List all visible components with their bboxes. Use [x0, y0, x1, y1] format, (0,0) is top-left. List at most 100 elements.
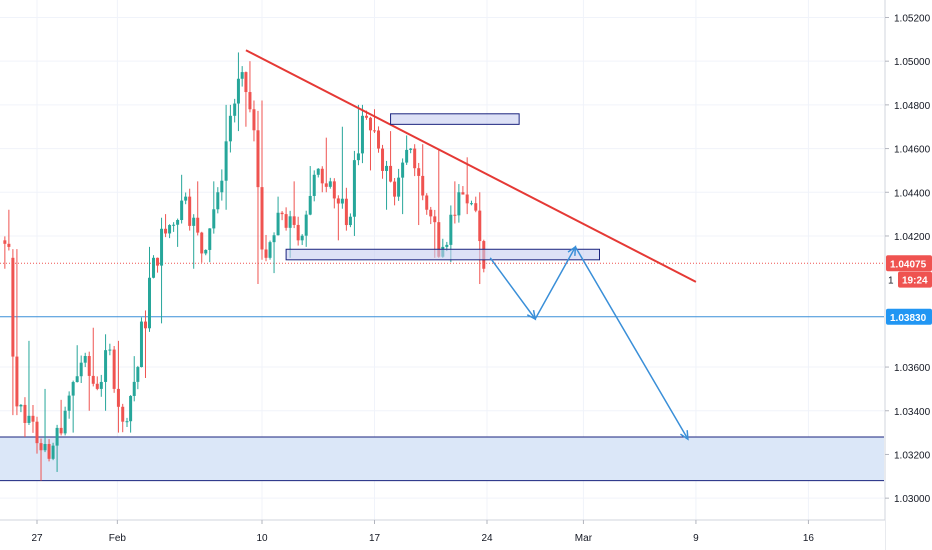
candle-body [393, 181, 397, 197]
candle-body [244, 72, 248, 93]
candle-body [300, 235, 304, 241]
candle-body [160, 228, 164, 266]
candle-body [204, 249, 208, 254]
candle-body [176, 220, 180, 225]
candle-body [312, 174, 316, 196]
candle-body [453, 214, 457, 216]
countdown-label: 19:24 [902, 276, 928, 287]
annotation-zones [0, 262, 884, 482]
candle-body [19, 404, 23, 407]
candle-body [445, 244, 449, 247]
candle-body [292, 216, 296, 225]
price-tick-label: 1.05200 [894, 13, 931, 24]
candle-body [143, 321, 147, 329]
candle-body [31, 415, 35, 422]
candle-body [417, 168, 421, 176]
candle-body [136, 367, 140, 382]
candle-body [156, 257, 160, 266]
candle-body [35, 421, 39, 444]
price-label-bg [886, 255, 932, 272]
time-tick-label: Feb [109, 533, 127, 544]
time-tick-label: 17 [369, 533, 381, 544]
candle-body [233, 103, 237, 116]
candle-body [43, 444, 47, 451]
time-tick-label: 16 [803, 533, 815, 544]
candle-body [91, 375, 95, 384]
candle-body [352, 160, 356, 217]
candle-body [433, 216, 437, 223]
candle-body [413, 148, 417, 169]
candle-body [184, 196, 188, 201]
candle-body [164, 228, 168, 234]
candle-body [87, 356, 91, 376]
candle-body [405, 149, 409, 163]
support-zone [0, 436, 884, 481]
candle-body [248, 92, 252, 110]
candle-body [401, 162, 405, 178]
candle-body [449, 214, 453, 245]
candle-body [332, 181, 336, 199]
candle-body [264, 249, 268, 258]
candle-body [373, 130, 376, 132]
candle-body [389, 165, 393, 182]
candle-body [397, 177, 401, 197]
candle-body [228, 115, 232, 142]
candle-body [328, 181, 332, 187]
price-tick-label: 1.04200 [894, 232, 931, 243]
candle-body [39, 443, 43, 451]
candle-body [381, 148, 385, 171]
candle-body [296, 224, 300, 241]
candle-body [348, 216, 352, 226]
candle-body [224, 141, 228, 181]
time-tick-label: 9 [693, 533, 699, 544]
candle-body [272, 235, 276, 243]
candle-body [139, 321, 143, 368]
candle-body [276, 212, 280, 236]
candle-body [11, 257, 15, 357]
time-axis[interactable]: 27 Feb 10 17 24 Mar 9 16 [0, 519, 885, 550]
candle-body [364, 115, 368, 118]
candle-body [104, 350, 108, 382]
candle-body [284, 214, 288, 228]
candle-body [63, 410, 67, 434]
candle-body [252, 109, 256, 131]
candle-body [208, 228, 212, 250]
projection-arrow-3 [680, 430, 689, 441]
countdown-label-bg [898, 271, 932, 288]
time-axis-bg [0, 520, 885, 550]
time-tick-label: 10 [256, 533, 268, 544]
candle-body [220, 180, 224, 193]
candle-body [280, 212, 284, 215]
price-tick-label: 1.03200 [894, 450, 931, 461]
projection-arrow-1 [526, 310, 537, 321]
candle-body [236, 78, 240, 104]
candle-body [99, 381, 103, 389]
candle-body [360, 115, 364, 154]
candle-body [47, 444, 51, 459]
candle-body [260, 187, 264, 250]
candle-body [320, 168, 324, 184]
candle-body [152, 257, 156, 278]
candle-body [421, 175, 425, 196]
candle-body [7, 243, 11, 247]
candle-body [437, 222, 441, 257]
candle-body [469, 203, 473, 205]
price-tick-label: 1.03400 [894, 407, 931, 418]
candle-body [425, 195, 429, 210]
candle-body [216, 192, 220, 210]
drawings [245, 49, 697, 441]
candle-body [121, 406, 125, 422]
candle-body [368, 117, 372, 131]
candle-body [67, 395, 71, 411]
candle-body [474, 203, 478, 211]
candle-body [200, 232, 204, 254]
candle-body [132, 381, 136, 396]
candle-body [304, 214, 308, 236]
price-tick-label: 1.04600 [894, 145, 931, 156]
price-label: 1.03830 [890, 313, 927, 324]
candle-body [59, 427, 63, 434]
candle-body [461, 192, 465, 195]
candle-body [268, 242, 272, 258]
candle-body [196, 217, 200, 233]
